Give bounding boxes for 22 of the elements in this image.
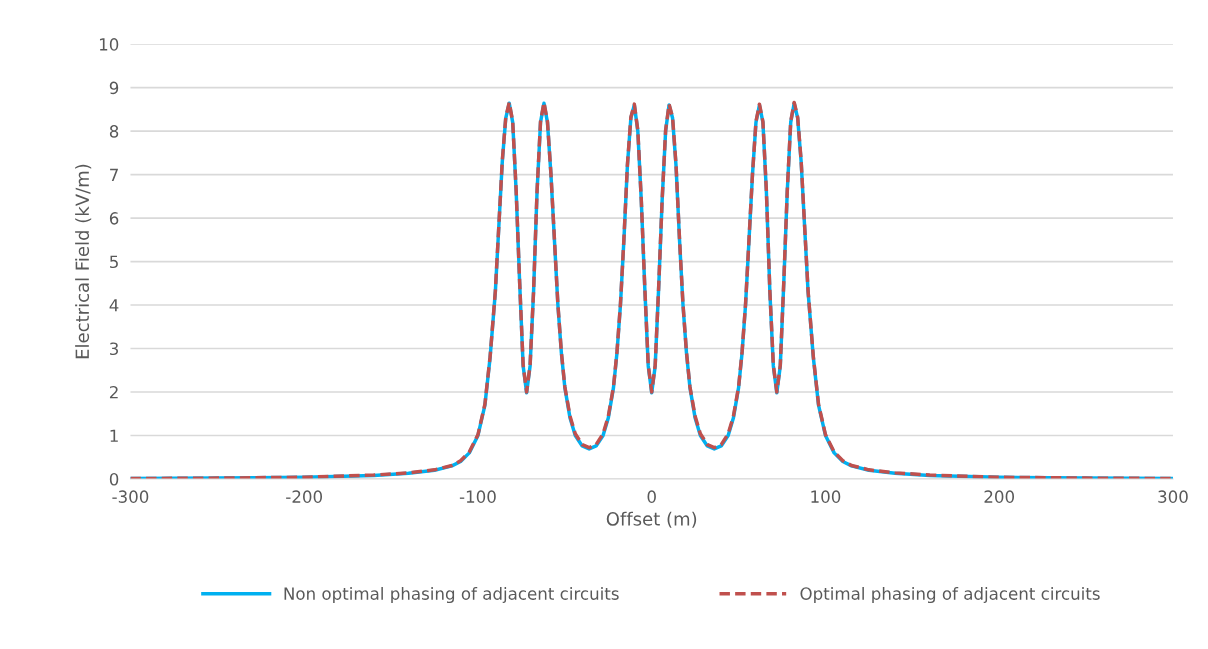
- y-tick-label: 3: [110, 342, 119, 356]
- y-tick-label: 5: [110, 255, 118, 269]
- x-tick-label: 200: [984, 490, 1015, 503]
- x-tick-label: -100: [459, 490, 496, 503]
- x-axis-title: Offset (m): [606, 511, 697, 528]
- x-tick-label: -200: [286, 490, 323, 503]
- y-tick-label: 4: [109, 299, 119, 312]
- y-tick-label: 1: [110, 429, 118, 442]
- y-tick-label: 8: [109, 125, 119, 138]
- x-tick-label: 300: [1158, 490, 1188, 503]
- y-tick-label: 0: [109, 472, 119, 486]
- x-tick-label: 0: [647, 490, 656, 503]
- x-tick-label: -300: [112, 490, 149, 503]
- y-axis-title: Electrical Field (kV/m): [75, 164, 92, 359]
- legend-label: Optimal phasing of adjacent circuits: [800, 586, 1100, 604]
- x-tick-label: 100: [811, 490, 841, 503]
- y-tick-label: 9: [109, 81, 119, 95]
- y-tick-label: 7: [110, 168, 118, 181]
- y-tick-label: 6: [109, 212, 119, 225]
- y-tick-label: 10: [99, 38, 119, 51]
- legend-label: Non optimal phasing of adjacent circuits: [284, 586, 619, 604]
- y-tick-label: 2: [109, 385, 118, 399]
